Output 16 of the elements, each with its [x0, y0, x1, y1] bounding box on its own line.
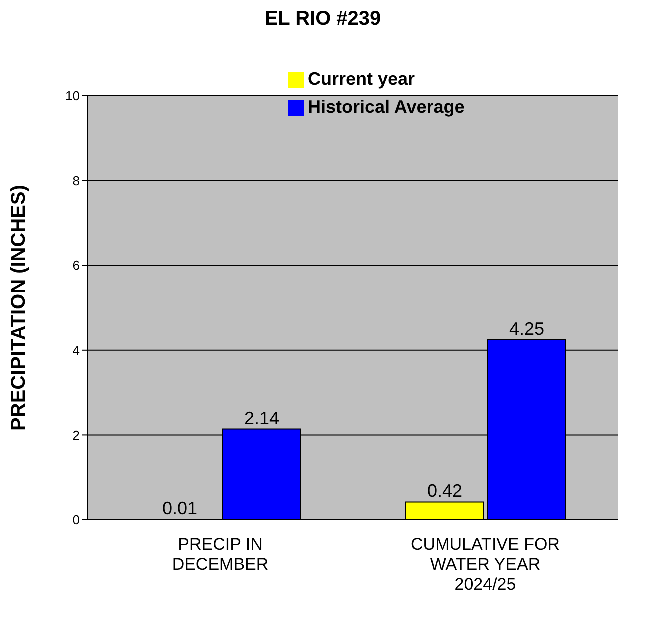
- y-tick-label: 8: [72, 173, 80, 188]
- data-label: 0.42: [427, 481, 463, 502]
- data-label: 4.25: [509, 318, 545, 339]
- data-label: 2.14: [244, 408, 280, 428]
- y-tick-label: 6: [72, 258, 80, 274]
- legend-label: Current year: [308, 69, 416, 89]
- y-tick-label: 4: [72, 343, 80, 358]
- x-tick-label: PRECIP IN DECEMBER: [172, 535, 269, 574]
- y-axis-title: PRECIPITATION (INCHES): [8, 185, 30, 431]
- y-tick-label: 2: [72, 428, 80, 443]
- x-tick-label: CUMULATIVE FOR WATER YEAR 2024/25: [411, 535, 560, 594]
- legend-label: Historical Average: [308, 97, 465, 117]
- y-tick-label: 0: [72, 512, 80, 528]
- y-tick-label: 10: [66, 88, 80, 104]
- chart-title: EL RIO #239: [264, 8, 382, 31]
- data-label: 0.01: [162, 498, 198, 519]
